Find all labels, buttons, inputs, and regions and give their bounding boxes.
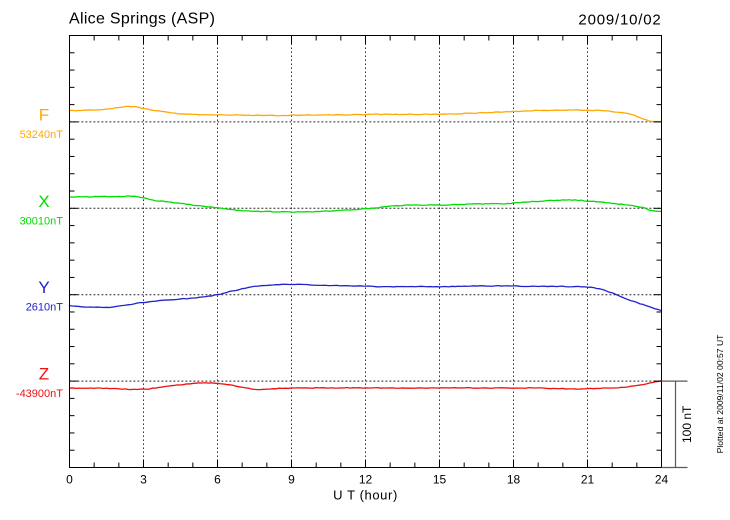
x-tick-label: 18 <box>507 473 521 487</box>
x-tick-label: 12 <box>359 473 373 487</box>
plotted-at-note: Plotted at 2009/11/02 00:57 UT <box>715 334 725 454</box>
trace-layer <box>68 105 663 391</box>
x-tick-label: 0 <box>66 473 73 487</box>
series-Y-name: Y <box>38 278 49 297</box>
x-tick-label: 3 <box>140 473 147 487</box>
x-tick-label: 24 <box>655 473 669 487</box>
x-tick-label: 21 <box>581 473 595 487</box>
scale-bar-label: 100 nT <box>680 405 694 443</box>
series-F-line <box>68 105 663 123</box>
series-labels: F 53240nT X 30010nT Y 2610nT Z -43900nT <box>16 105 63 400</box>
chart-title: Alice Springs (ASP) <box>69 11 215 28</box>
x-tick-label: 9 <box>288 473 295 487</box>
scale-bar: 100 nT <box>661 380 694 469</box>
x-tick-labels: 0 3 6 9 12 15 18 21 24 <box>66 473 668 487</box>
axis-ticks <box>69 35 662 468</box>
series-X-name: X <box>38 192 49 211</box>
series-Z-baseline-value: -43900nT <box>16 388 63 400</box>
series-Z-line <box>68 380 663 391</box>
series-X-line <box>68 195 663 213</box>
x-axis-label: U T (hour) <box>333 488 398 503</box>
series-X-baseline-value: 30010nT <box>20 215 64 227</box>
series-F-name: F <box>39 105 49 124</box>
series-Y-baseline-value: 2610nT <box>26 302 64 314</box>
series-F-baseline-value: 53240nT <box>20 129 64 141</box>
x-tick-label: 15 <box>433 473 447 487</box>
series-Z-name: Z <box>39 365 49 384</box>
chart-date: 2009/10/02 <box>578 12 661 29</box>
series-Y-line <box>68 283 663 312</box>
plot-frame <box>69 35 662 468</box>
x-tick-label: 6 <box>214 473 221 487</box>
grid-layer <box>69 35 662 468</box>
